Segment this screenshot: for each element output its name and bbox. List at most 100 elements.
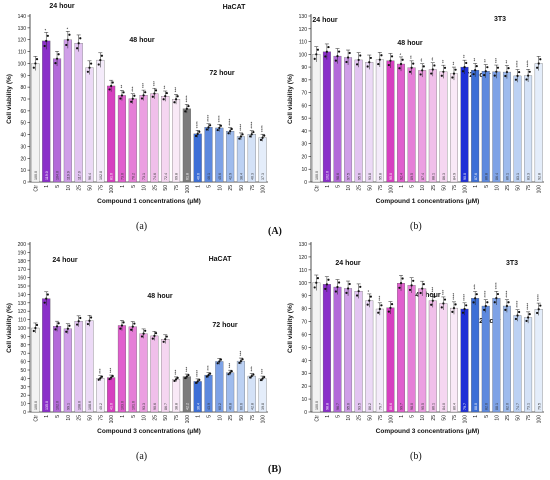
bar-value-label: 117.0	[77, 171, 81, 180]
bar	[407, 67, 416, 183]
data-point	[119, 97, 122, 100]
bar	[333, 286, 342, 413]
data-point	[184, 110, 187, 113]
bar	[63, 39, 72, 183]
y-axis-title: Cell viability (%)	[6, 303, 13, 353]
y-tick-label: 110	[299, 268, 307, 274]
chart-panel-b-a: 0102030405060708090100110120130140150160…	[6, 242, 268, 435]
bar	[74, 43, 83, 183]
significance-marker: **	[163, 85, 168, 89]
bar-value-label: 41.0	[110, 403, 114, 410]
y-tick-label: 30	[301, 371, 307, 377]
bar-value-label: 102.0	[325, 171, 329, 180]
data-point	[528, 313, 531, 316]
significance-marker: ****	[494, 282, 499, 289]
data-point	[430, 72, 433, 75]
y-axis-title: Cell viability (%)	[287, 303, 294, 353]
bar	[513, 75, 522, 183]
data-point	[380, 304, 383, 307]
y-tick-label: 170	[18, 267, 27, 273]
bar-value-label: 61.8	[185, 173, 189, 180]
bar	[450, 307, 458, 413]
data-point	[43, 44, 46, 48]
data-point	[377, 311, 380, 314]
bar-value-label: 73.1	[527, 403, 531, 410]
data-point	[111, 81, 114, 84]
data-point	[108, 88, 111, 91]
bar-value-label: 37.3	[261, 173, 265, 180]
significance-marker: ***	[98, 368, 103, 374]
data-point	[151, 337, 154, 340]
bar-value-label: 73.1	[142, 173, 146, 180]
x-tick-label: 100	[537, 415, 543, 424]
bar-value-label: 40.3	[250, 173, 254, 180]
y-axis-title: Cell viability (%)	[6, 74, 13, 124]
data-point	[443, 298, 447, 301]
x-tick-label: 10	[420, 185, 426, 191]
data-point	[119, 327, 122, 330]
data-point	[261, 377, 264, 380]
bar	[161, 96, 170, 183]
data-point	[334, 290, 337, 293]
x-tick-label: 10	[66, 415, 72, 421]
x-tick-label: 25	[505, 415, 511, 421]
data-point	[216, 362, 219, 365]
y-tick-label: 70	[20, 351, 26, 357]
significance-marker: ***	[238, 351, 243, 357]
data-point	[77, 42, 80, 45]
y-tick-label: 30	[20, 385, 26, 391]
data-point	[230, 127, 233, 131]
data-point	[525, 78, 528, 81]
y-tick-label: 100	[18, 326, 27, 332]
bar	[139, 95, 148, 183]
x-tick-label: 100	[463, 415, 469, 424]
data-point	[472, 73, 475, 76]
data-point	[219, 124, 223, 127]
y-tick-label: 0	[23, 410, 26, 416]
data-point	[207, 374, 210, 377]
group-a-letter: (A)	[268, 226, 282, 237]
data-point	[120, 324, 124, 327]
x-tick-label: 25	[152, 185, 158, 191]
significance-marker: ***	[494, 58, 499, 64]
data-point	[463, 307, 466, 311]
significance-marker: **	[504, 60, 509, 64]
data-point	[461, 311, 465, 314]
x-tick-label: 50	[367, 185, 373, 191]
x-tick-label: 25	[357, 185, 363, 191]
data-point	[140, 335, 144, 338]
x-tick-label: 25	[228, 415, 234, 421]
data-point	[154, 332, 158, 335]
significance-marker: ***	[260, 369, 265, 375]
data-point	[337, 281, 341, 284]
bar	[418, 70, 427, 183]
y-tick-label: 70	[20, 97, 26, 103]
significance-marker: ****	[536, 294, 541, 301]
data-point	[389, 306, 392, 309]
y-tick-label: 90	[20, 73, 26, 79]
x-tick-label: 50	[88, 185, 94, 191]
data-point	[54, 328, 57, 331]
data-point	[99, 377, 102, 380]
significance-marker: ***	[377, 295, 382, 301]
data-point	[164, 338, 167, 341]
data-point	[440, 74, 443, 77]
y-tick-label: 80	[20, 343, 26, 349]
x-tick-label: Ctr	[314, 415, 320, 422]
data-point	[142, 332, 145, 335]
y-axis-title: Cell viability (%)	[287, 74, 294, 124]
bar-value-label: 95.6	[347, 403, 351, 410]
data-point	[348, 51, 351, 55]
data-point	[419, 291, 422, 295]
x-tick-label: 5	[484, 185, 490, 188]
y-tick-label: 120	[18, 309, 27, 315]
bar-value-label: 38.4	[240, 173, 244, 180]
significance-marker: ****	[515, 60, 520, 67]
chart-title: 3T3	[506, 260, 518, 267]
x-tick-label: 1	[196, 415, 202, 418]
bar-value-label: 45.6	[218, 173, 222, 180]
significance-marker: ***	[152, 81, 157, 87]
data-point	[133, 94, 136, 97]
significance-marker: **	[409, 55, 414, 59]
bar	[407, 285, 416, 413]
